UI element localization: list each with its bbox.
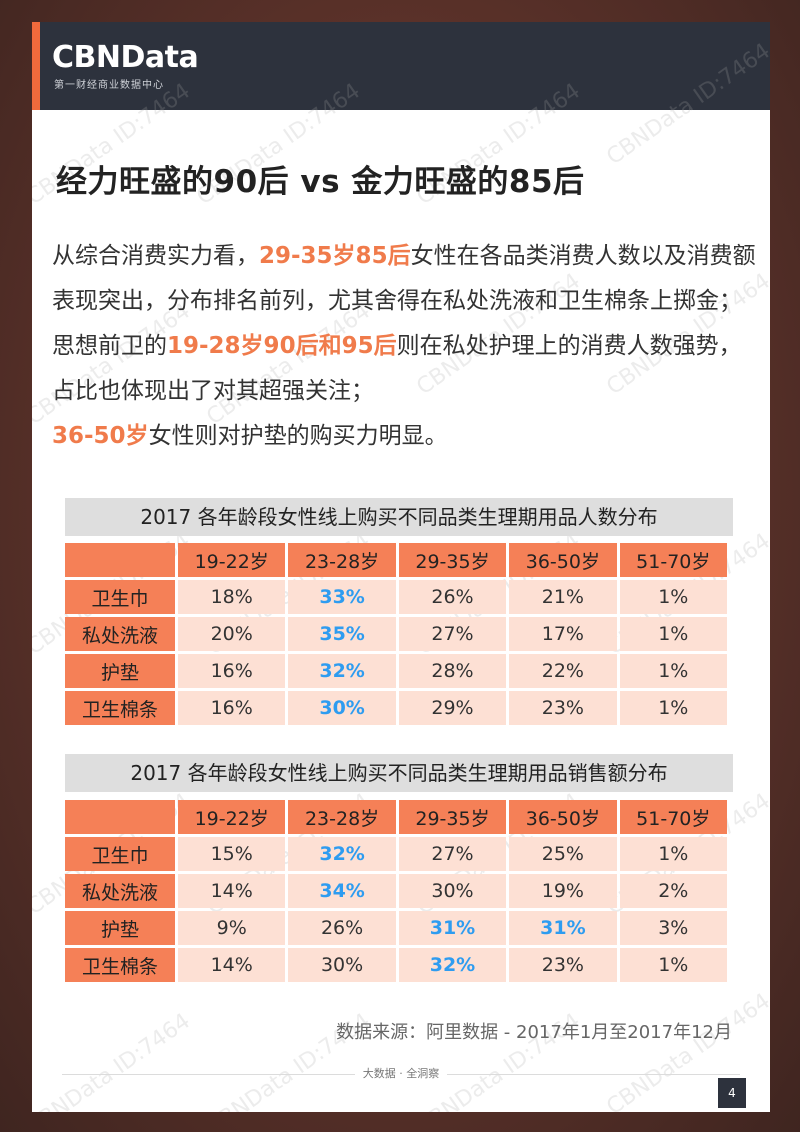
table-cell: 27% <box>398 617 507 651</box>
table-row: 护垫 9% 26% 31% 31% 3% <box>65 911 727 945</box>
row-label: 护垫 <box>65 911 175 945</box>
column-header: 29-35岁 <box>398 543 507 577</box>
column-header: 51-70岁 <box>619 800 727 834</box>
table-row: 卫生巾 15% 32% 27% 25% 1% <box>65 837 727 871</box>
logo-subtitle: 第一财经商业数据中心 <box>54 80 164 91</box>
intro-paragraph: 从综合消费实力看，29-35岁85后女性在各品类消费人数以及消费额表现突出，分布… <box>52 234 762 459</box>
table-cell: 23% <box>509 691 617 725</box>
table-header-row: 19-22岁 23-28岁 29-35岁 36-50岁 51-70岁 <box>65 543 727 577</box>
intro-highlight-3: 36-50岁 <box>52 423 149 449</box>
cbndata-logo: CBNData <box>52 40 199 75</box>
footer-slogan-text: 大数据 · 全洞察 <box>354 1067 448 1080</box>
table-cell: 14% <box>178 948 286 982</box>
table-cell: 33% <box>288 580 396 614</box>
table-cell: 30% <box>288 948 396 982</box>
row-label: 卫生棉条 <box>65 948 175 982</box>
table-cell: 1% <box>619 691 727 725</box>
page-title: 经力旺盛的90后 vs 金力旺盛的85后 <box>56 164 585 200</box>
table-row: 卫生棉条 16% 30% 29% 23% 1% <box>65 691 727 725</box>
table-cell: 31% <box>398 911 507 945</box>
table-cell: 16% <box>178 654 286 688</box>
table-cell: 15% <box>178 837 286 871</box>
column-header: 36-50岁 <box>509 800 617 834</box>
row-label: 卫生棉条 <box>65 691 175 725</box>
table-row: 护垫 16% 32% 28% 22% 1% <box>65 654 727 688</box>
table-cell: 32% <box>288 837 396 871</box>
table2-title: 2017 各年龄段女性线上购买不同品类生理期用品销售额分布 <box>65 754 733 792</box>
table-cell: 26% <box>398 580 507 614</box>
table2-sales: 19-22岁 23-28岁 29-35岁 36-50岁 51-70岁 卫生巾 15% 32% 2… <box>62 797 730 985</box>
table-cell: 20% <box>178 617 286 651</box>
header-accent-bar <box>32 22 40 110</box>
table-cell: 1% <box>619 654 727 688</box>
table-cell: 1% <box>619 837 727 871</box>
column-header: 19-22岁 <box>178 800 286 834</box>
intro-highlight-2: 19-28岁90后和95后 <box>167 333 397 359</box>
column-header: 23-28岁 <box>288 800 396 834</box>
table-row: 卫生巾 18% 33% 26% 21% 1% <box>65 580 727 614</box>
table-cell: 25% <box>509 837 617 871</box>
table-cell: 35% <box>288 617 396 651</box>
table-cell: 22% <box>509 654 617 688</box>
table-cell: 32% <box>288 654 396 688</box>
page-number: 4 <box>718 1078 746 1108</box>
column-header: 36-50岁 <box>509 543 617 577</box>
row-label: 私处洗液 <box>65 617 175 651</box>
table-row: 卫生棉条 14% 30% 32% 23% 1% <box>65 948 727 982</box>
table-cell: 1% <box>619 580 727 614</box>
table-cell: 9% <box>178 911 286 945</box>
data-source: 数据来源：阿里数据 - 2017年1月至2017年12月 <box>336 1022 732 1043</box>
table-cell: 18% <box>178 580 286 614</box>
table-cell: 21% <box>509 580 617 614</box>
table-cell: 14% <box>178 874 286 908</box>
column-header: 19-22岁 <box>178 543 286 577</box>
intro-text-4: 女性则对护垫的购买力明显。 <box>148 423 448 449</box>
table-cell: 17% <box>509 617 617 651</box>
table-cell: 31% <box>509 911 617 945</box>
intro-text-1: 从综合消费实力看， <box>52 243 259 269</box>
footer-slogan: 大数据 · 全洞察 <box>32 1065 770 1081</box>
row-label: 私处洗液 <box>65 874 175 908</box>
table-cell: 29% <box>398 691 507 725</box>
row-label: 卫生巾 <box>65 580 175 614</box>
table1-title: 2017 各年龄段女性线上购买不同品类生理期用品人数分布 <box>65 498 733 536</box>
watermark-text: CBNData ID:7464 <box>32 1008 195 1112</box>
table1-consumers: 19-22岁 23-28岁 29-35岁 36-50岁 51-70岁 卫生巾 18% 33% 2… <box>62 540 730 728</box>
column-header: 51-70岁 <box>619 543 727 577</box>
table-cell: 30% <box>398 874 507 908</box>
intro-highlight-1: 29-35岁85后 <box>259 243 411 269</box>
table-cell: 16% <box>178 691 286 725</box>
table-cell: 32% <box>398 948 507 982</box>
intro-text-2: 女性在各品类消费人数以及消费额表现突出，分布排名前列，尤其舍得在私处洗液和卫生棉… <box>52 243 756 359</box>
table-cell: 19% <box>509 874 617 908</box>
report-page: CBNData 第一财经商业数据中心 CBNData ID:7464 CBNDat… <box>32 22 770 1112</box>
table-cell: 30% <box>288 691 396 725</box>
table-row: 私处洗液 20% 35% 27% 17% 1% <box>65 617 727 651</box>
intro-text-3: 则在私处护理上的消费人数强势，占比也体现出了对其超强关注； <box>52 333 742 404</box>
column-header: 23-28岁 <box>288 543 396 577</box>
table-row: 私处洗液 14% 34% 30% 19% 2% <box>65 874 727 908</box>
row-label: 护垫 <box>65 654 175 688</box>
table-cell: 1% <box>619 948 727 982</box>
table-cell: 34% <box>288 874 396 908</box>
column-header: 29-35岁 <box>398 800 507 834</box>
table-header-row: 19-22岁 23-28岁 29-35岁 36-50岁 51-70岁 <box>65 800 727 834</box>
table-cell: 26% <box>288 911 396 945</box>
table-cell: 28% <box>398 654 507 688</box>
corner-cell <box>65 800 175 834</box>
table-cell: 2% <box>619 874 727 908</box>
table-cell: 1% <box>619 617 727 651</box>
corner-cell <box>65 543 175 577</box>
page-header: CBNData 第一财经商业数据中心 <box>32 22 770 110</box>
table-cell: 23% <box>509 948 617 982</box>
table-cell: 3% <box>619 911 727 945</box>
table-cell: 27% <box>398 837 507 871</box>
row-label: 卫生巾 <box>65 837 175 871</box>
